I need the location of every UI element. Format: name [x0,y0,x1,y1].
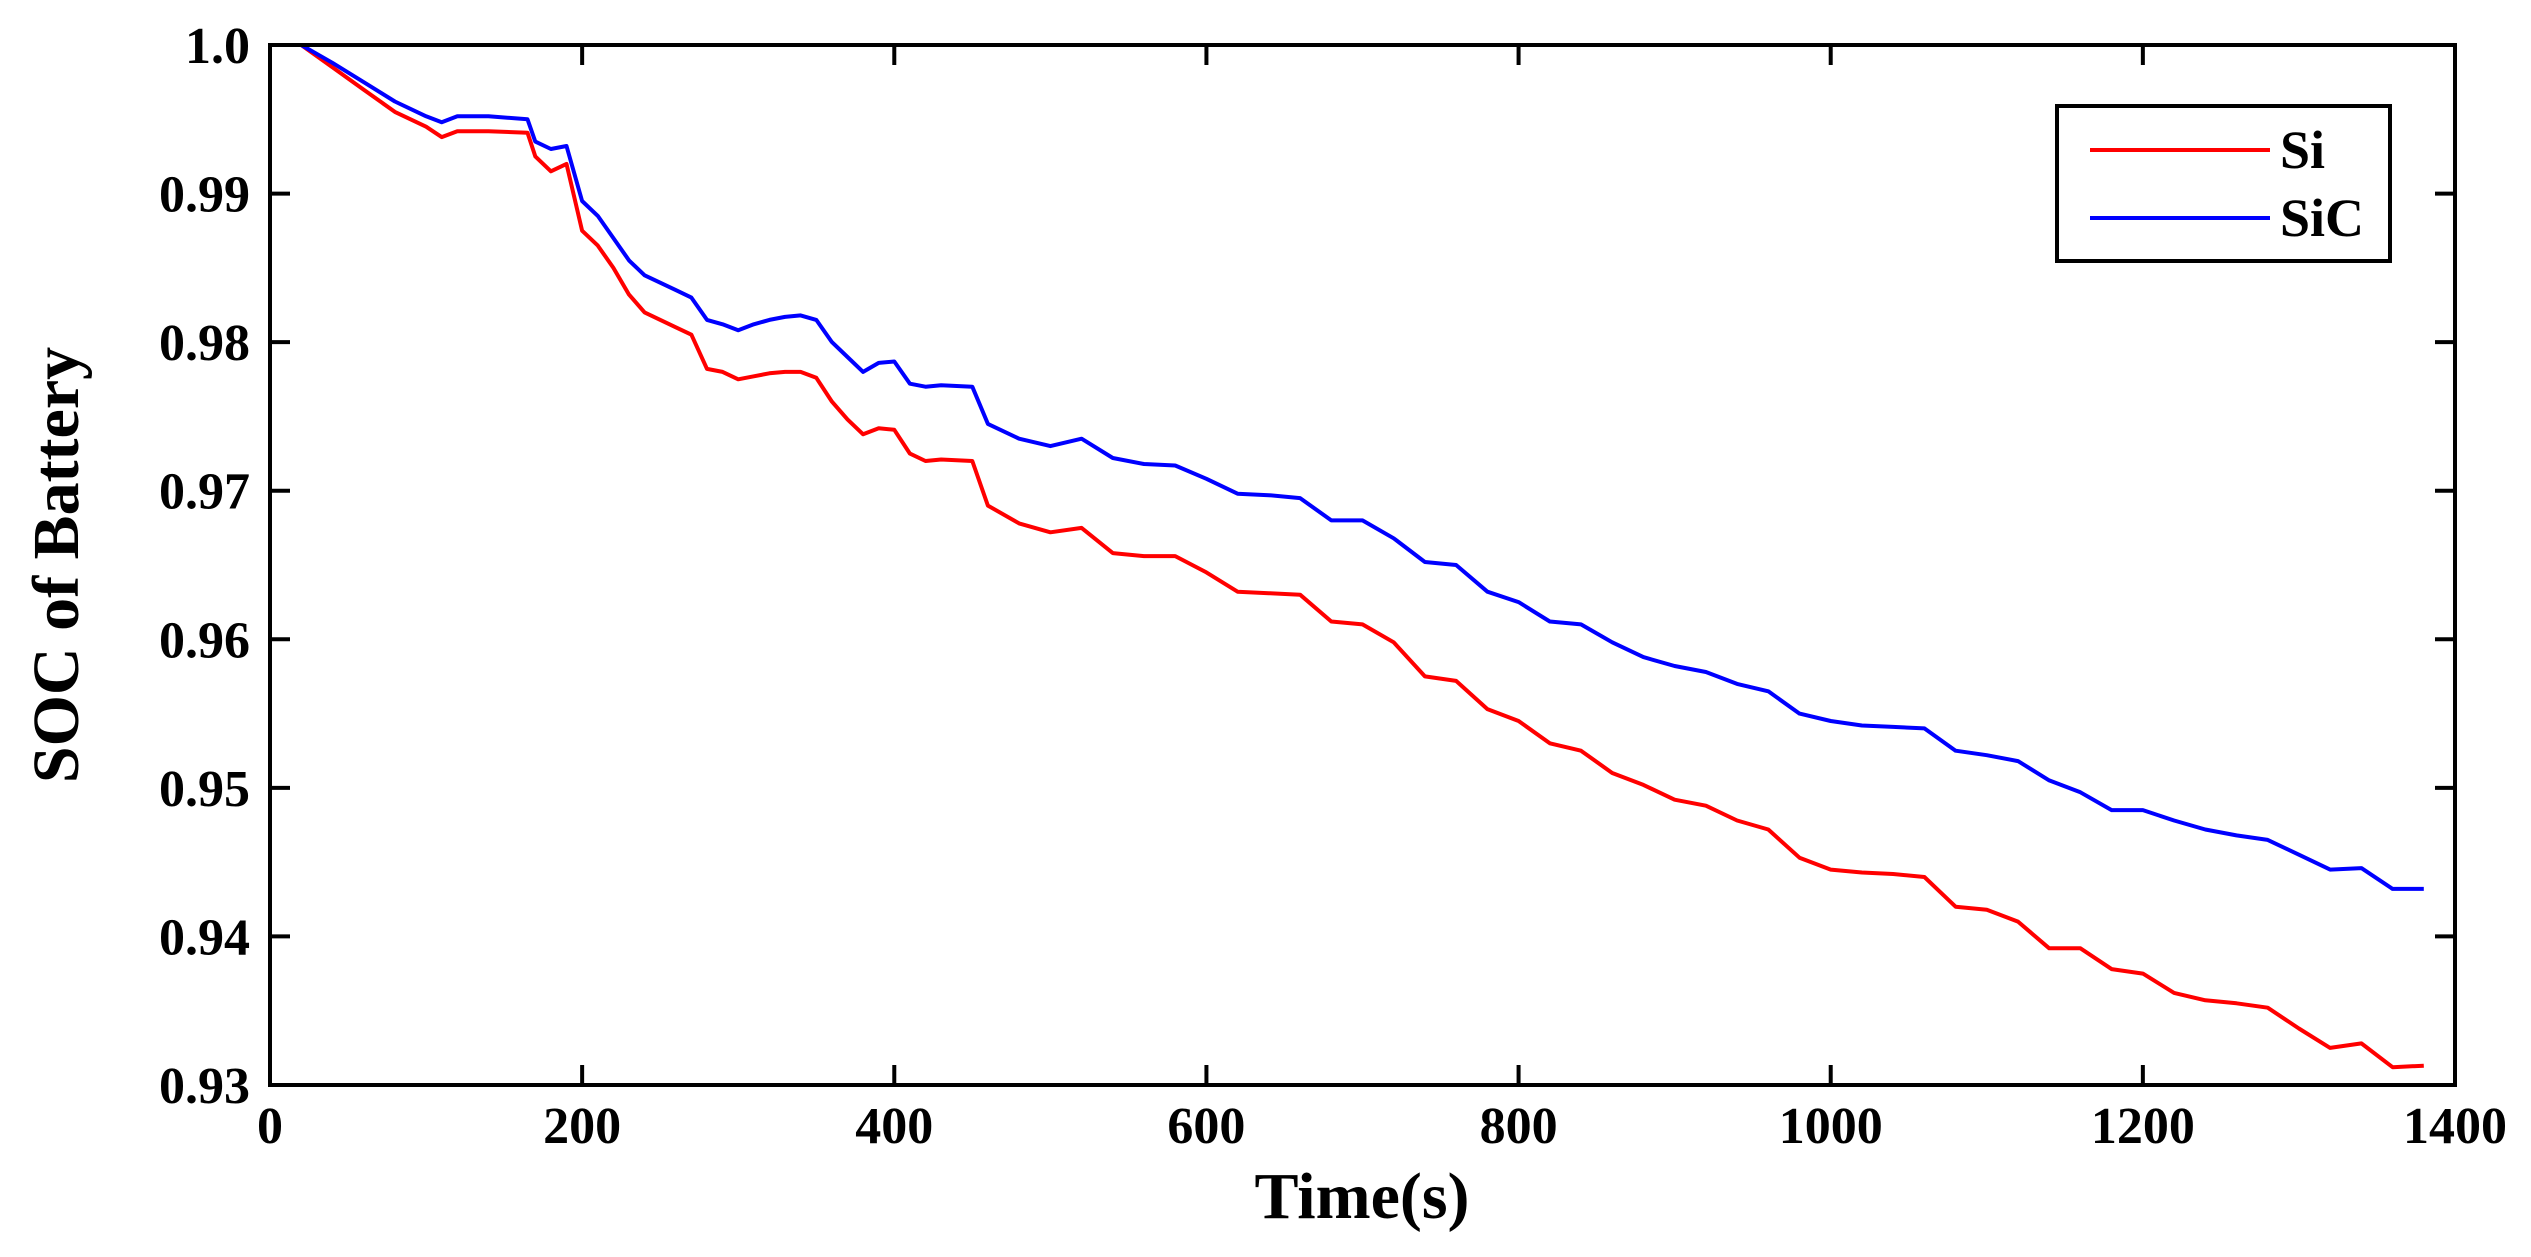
y-tick-label: 1.0 [185,18,250,75]
plot-area-frame [268,43,2457,1087]
y-tick-label: 0.99 [159,167,250,224]
y-axis-title: SOC of Battery [20,347,93,783]
series-line-si [270,43,2424,1070]
legend-box [2055,104,2392,263]
x-tick-label: 600 [1167,1098,1245,1155]
x-axis-title: Time(s) [1254,1160,1469,1233]
legend-label-si: Si [2280,120,2325,180]
y-tick-label: 0.93 [159,1058,250,1115]
series-line-sic [270,43,2424,891]
legend: Si SiC [2055,104,2392,263]
x-tick-label: 1200 [2091,1098,2195,1155]
series-layer [270,43,2424,1070]
x-tick-label: 0 [257,1098,283,1155]
y-tick-label: 0.97 [159,464,250,521]
x-tick-label: 1400 [2403,1098,2507,1155]
x-tick-label: 800 [1480,1098,1558,1155]
x-tick-label: 200 [543,1098,621,1155]
y-tick-label: 0.94 [159,909,250,966]
tick-labels-layer: 0 200 400 600 800 1000 1200 1400 0.93 0.94 0.95 0.9… [159,18,2507,1155]
x-tick-label: 1000 [1779,1098,1883,1155]
x-tick-label: 400 [855,1098,933,1155]
y-tick-label: 0.95 [159,761,250,818]
y-tick-label: 0.96 [159,612,250,669]
legend-label-sic: SiC [2280,188,2364,248]
y-tick-label: 0.98 [159,315,250,372]
